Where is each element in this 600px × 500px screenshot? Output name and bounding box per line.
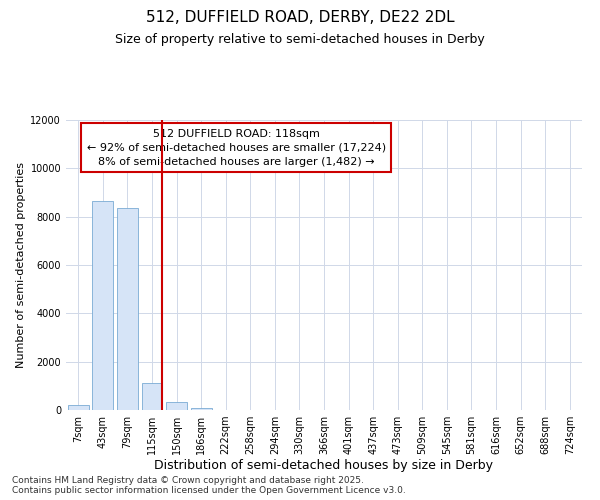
Bar xyxy=(92,201,113,410)
Bar xyxy=(142,384,163,410)
Bar xyxy=(166,402,187,410)
X-axis label: Distribution of semi-detached houses by size in Derby: Distribution of semi-detached houses by … xyxy=(155,458,493,471)
Bar xyxy=(191,408,212,410)
Text: Contains HM Land Registry data © Crown copyright and database right 2025.
Contai: Contains HM Land Registry data © Crown c… xyxy=(12,476,406,495)
Text: 512, DUFFIELD ROAD, DERBY, DE22 2DL: 512, DUFFIELD ROAD, DERBY, DE22 2DL xyxy=(146,10,454,25)
Bar xyxy=(117,208,138,410)
Text: 512 DUFFIELD ROAD: 118sqm
← 92% of semi-detached houses are smaller (17,224)
8% : 512 DUFFIELD ROAD: 118sqm ← 92% of semi-… xyxy=(87,128,386,166)
Bar xyxy=(68,405,89,410)
Y-axis label: Number of semi-detached properties: Number of semi-detached properties xyxy=(16,162,26,368)
Text: Size of property relative to semi-detached houses in Derby: Size of property relative to semi-detach… xyxy=(115,32,485,46)
